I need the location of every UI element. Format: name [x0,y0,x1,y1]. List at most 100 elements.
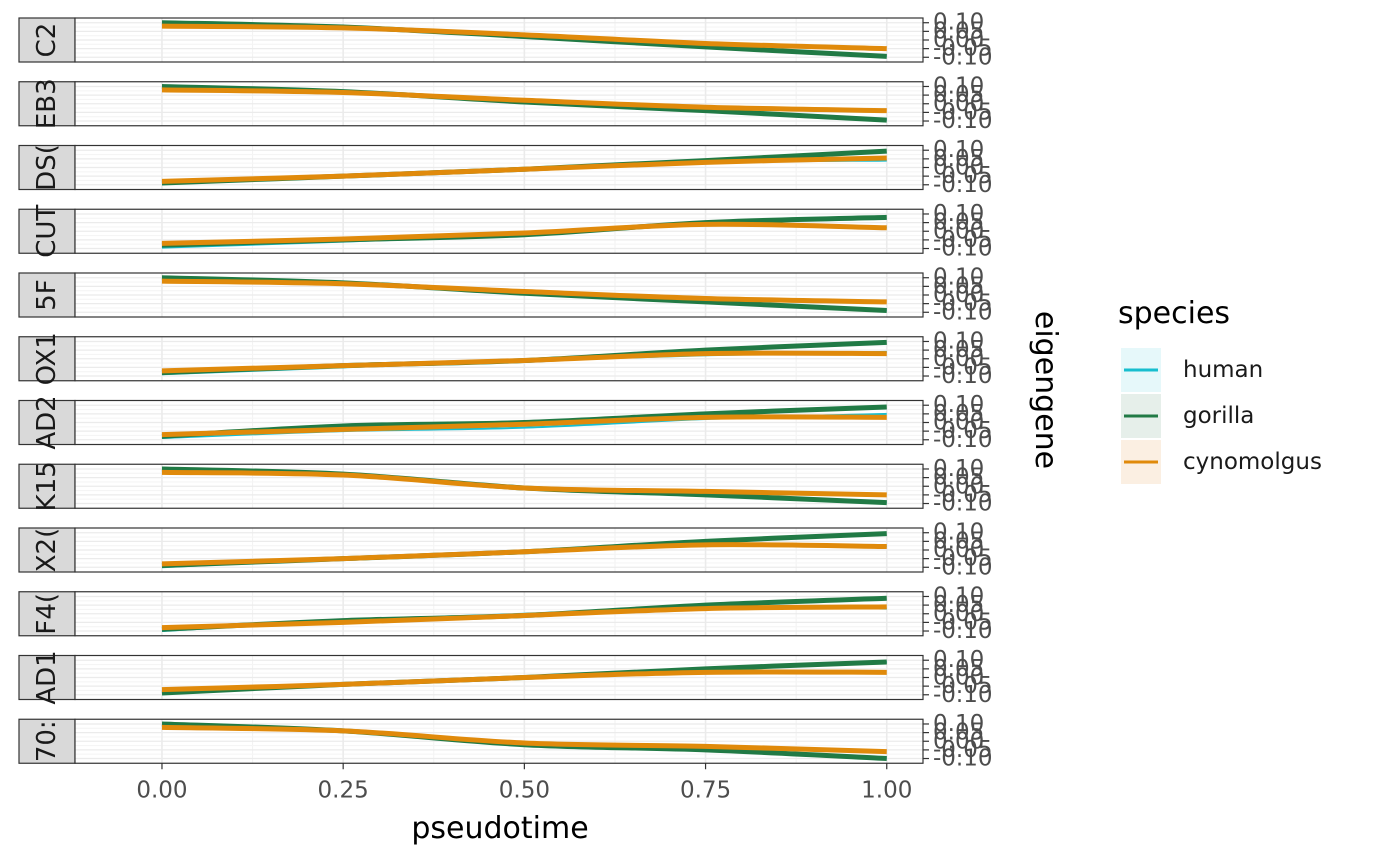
y-tick-label: 0.05 [933,465,984,491]
y-tick-label: 0.05 [933,18,984,44]
facet-panel: 70: 0.100.050.00-0.05-0.10 [18,711,993,772]
y-tick-label: -0.05 [933,163,993,189]
y-tick-label: 0.05 [933,146,984,172]
y-tick-label: 0.05 [933,720,984,746]
x-tick-label: 0.75 [680,777,731,803]
y-tick-label: 0.05 [933,528,984,554]
legend-label-cynomolgus: cynomolgus [1183,449,1322,475]
facet-strip-label: DS( [32,144,62,191]
y-tick-label: 0.05 [933,592,984,618]
series-line-cynomolgus [161,23,887,52]
facet-strip-label: OX1 [32,332,62,385]
facet-strip-label: AD1 [32,650,62,704]
facet-strip-label: F4( [32,593,62,635]
y-tick-label: -0.10 [933,554,993,580]
legend-title: species [1118,296,1230,331]
y-tick-label: 0.10 [933,10,984,36]
y-tick-label: -0.05 [933,36,993,62]
facet-strip [18,527,76,573]
y-tick-label: 0.10 [933,201,984,227]
facet-panel: 5F 0.100.050.00-0.05-0.10 [18,265,993,325]
facet-strip-label: X2( [32,528,62,573]
series-line-cynomolgus [161,414,887,438]
facet-strip [18,81,76,127]
y-tick-label: -0.05 [933,482,993,508]
series-line-cynomolgus [161,542,887,567]
legend-key-human [1121,348,1161,392]
y-tick-label: 0.00 [933,473,984,499]
legend-key-cynomolgus [1121,440,1161,484]
series-line-cynomolgus [161,221,887,246]
y-tick-label: 0.00 [933,601,984,627]
facet-strip-label: CUT [32,205,62,258]
y-tick-label: -0.10 [933,363,993,389]
facet-strip [18,463,76,509]
y-tick-label: -0.05 [933,609,993,635]
y-tick-label: 0.10 [933,456,984,482]
x-axis-title: pseudotime [411,811,588,846]
y-tick-label: 0.00 [933,665,984,691]
y-tick-label: 0.10 [933,583,984,609]
series-line-cynomolgus [161,724,887,755]
y-tick-label: 0.10 [933,520,984,546]
y-tick-label: 0.05 [933,337,984,363]
facet-panel: F4( 0.100.050.00-0.05-0.10 [18,583,993,644]
facet-strip-label: 5F [32,279,62,311]
facet-panel: OX1 0.100.050.00-0.05-0.10 [18,328,993,389]
legend-label-human: human [1183,357,1263,383]
y-tick-label: -0.05 [933,737,993,763]
y-tick-label: 0.10 [933,711,984,737]
y-tick-label: 0.10 [933,647,984,673]
legend-key-gorilla [1121,394,1161,438]
series-line-cynomolgus [161,604,887,631]
y-tick-label: -0.05 [933,546,993,572]
y-tick-label: -0.10 [933,299,993,325]
y-tick-label: 0.05 [933,401,984,427]
x-tick-label: 0.25 [318,777,369,803]
series-line-cynomolgus [161,155,887,184]
y-tick-label: 0.00 [933,728,984,754]
y-tick-label: 0.05 [933,210,984,236]
facet-strip [18,17,76,63]
facet-panel: DS(0.100.050.00-0.05-0.10 [18,137,993,198]
series-line-cynomolgus [161,87,887,114]
legend: species human gorilla cynomolgus [1118,296,1322,484]
y-tick-label: -0.10 [933,746,993,772]
y-tick-label: -0.05 [933,99,993,125]
y-tick-label: -0.10 [933,682,993,708]
y-tick-label: -0.10 [933,491,993,517]
y-tick-label: 0.05 [933,82,984,108]
facet-panel: K15 0.100.050.00-0.05-0.10 [18,456,993,517]
series-line-cynomolgus [161,669,887,693]
y-tick-label: 0.10 [933,328,984,354]
y-tick-label: 0.10 [933,265,984,291]
facet-strip-label: EB3 [32,78,62,129]
facet-panel: CUT 0.100.050.00-0.05-0.10 [18,201,993,262]
y-tick-label: -0.05 [933,291,993,317]
facet-strip-label: K15 [32,461,62,511]
y-tick-label: 0.00 [933,282,984,308]
x-tick-label: 0.50 [499,777,550,803]
y-axis-title: eigengene [1028,311,1063,469]
y-tick-label: -0.10 [933,44,993,70]
facet-panel: AD1 0.100.050.00-0.05-0.10 [18,647,993,708]
y-tick-label: -0.10 [933,236,993,262]
facet-strip-label: C2 [32,23,62,58]
y-tick-label: 0.00 [933,218,984,244]
legend-label-gorilla: gorilla [1183,403,1254,429]
y-tick-label: -0.10 [933,618,993,644]
facet-strip-label: 70: [32,720,62,762]
y-tick-label: -0.10 [933,427,993,453]
series-line-cynomolgus [161,350,887,374]
facet-panel: AD2 0.100.050.00-0.05-0.10 [18,392,993,453]
y-tick-label: -0.05 [933,673,993,699]
facet-panel: EB3 0.100.050.00-0.05-0.10 [18,73,993,134]
facet-strip [18,591,76,637]
y-tick-label: -0.10 [933,108,993,134]
y-tick-label: -0.10 [933,172,993,198]
y-tick-label: -0.05 [933,354,993,380]
y-tick-label: 0.05 [933,656,984,682]
y-tick-label: 0.00 [933,91,984,117]
